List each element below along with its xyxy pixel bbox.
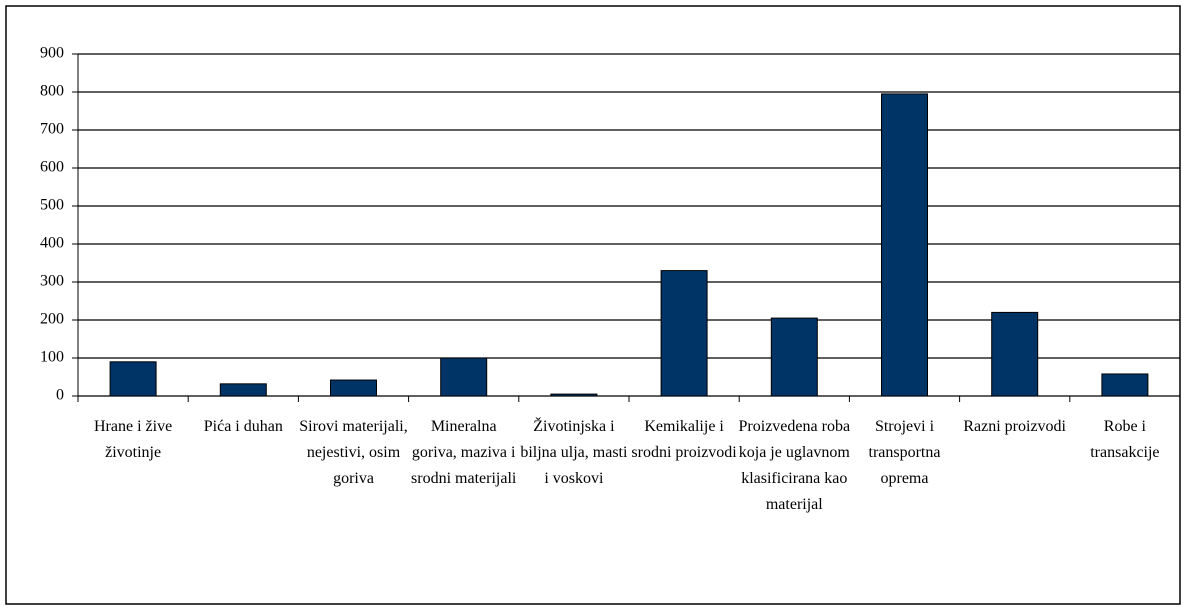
x-tick-label: Sirovi materijali, nejestivi, osim goriv… bbox=[299, 418, 408, 487]
bar bbox=[330, 379, 377, 397]
x-tick-label: Hrane i žive životinje bbox=[94, 418, 173, 461]
bar bbox=[219, 383, 267, 397]
bar bbox=[1101, 373, 1149, 397]
bar bbox=[550, 393, 598, 397]
y-tick-label: 700 bbox=[40, 121, 64, 138]
x-tick-label: Robe i transakcije bbox=[1090, 418, 1160, 461]
y-tick-label: 400 bbox=[40, 235, 64, 252]
chart-frame bbox=[5, 5, 1181, 605]
x-tick-label: Razni proizvodi bbox=[963, 418, 1066, 435]
bar bbox=[770, 317, 818, 397]
y-tick-label: 300 bbox=[40, 273, 64, 290]
y-tick-label: 100 bbox=[40, 349, 64, 366]
x-tick-label: Proizvedena roba koja je uglavnom klasif… bbox=[738, 418, 851, 513]
bar bbox=[440, 357, 488, 397]
y-tick-label: 500 bbox=[40, 197, 64, 214]
x-tick-label: Kemikalije i srodni proizvodi bbox=[631, 418, 737, 461]
y-tick-label: 200 bbox=[40, 311, 64, 328]
y-tick-label: 0 bbox=[56, 387, 64, 404]
y-tick-label: 600 bbox=[40, 159, 64, 176]
bar bbox=[109, 361, 157, 397]
x-tick-label: Strojevi i transportna oprema bbox=[868, 418, 941, 487]
x-tick-label: Mineralna goriva, maziva i srodni materi… bbox=[411, 418, 517, 487]
bar bbox=[660, 270, 708, 397]
x-tick-label: Pića i duhan bbox=[203, 418, 283, 435]
y-tick-label: 800 bbox=[40, 83, 64, 100]
bar bbox=[991, 311, 1039, 397]
x-tick-label: Životinjska i biljna ulja, masti i vosko… bbox=[520, 418, 628, 487]
bar bbox=[881, 93, 928, 397]
y-tick-label: 900 bbox=[40, 45, 64, 62]
